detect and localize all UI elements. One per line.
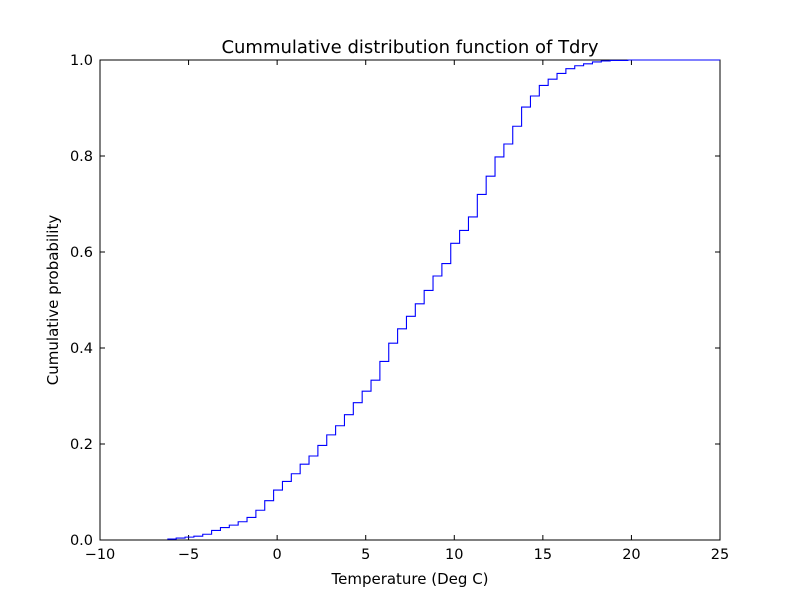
x-tick-label: −5: [178, 547, 199, 563]
y-tick-label: 0.8: [70, 149, 93, 165]
x-tick-label: 20: [622, 547, 640, 563]
x-tick-label: −10: [85, 547, 116, 563]
y-tick-label: 0.6: [70, 245, 93, 261]
y-axis-ticks: 0.0 0.2 0.4 0.6 0.8 1.0: [70, 53, 720, 549]
x-tick-label: 5: [361, 547, 370, 563]
x-tick-label: 25: [711, 547, 729, 563]
chart-title: Cummulative distribution function of Tdr…: [221, 37, 598, 58]
y-tick-label: 0.0: [70, 533, 93, 549]
y-tick-label: 0.4: [70, 341, 93, 357]
cdf-step-line: [167, 59, 720, 540]
y-axis-label: Cumulative probability: [44, 215, 62, 386]
x-axis-label: Temperature (Deg C): [330, 570, 488, 588]
x-axis-ticks: −10 −5 0 5 10 15 20 25: [85, 60, 729, 563]
x-tick-label: 0: [273, 547, 282, 563]
series-layer: [167, 59, 720, 540]
y-tick-label: 0.2: [70, 437, 93, 453]
x-tick-label: 10: [445, 547, 463, 563]
x-tick-label: 15: [534, 547, 552, 563]
y-tick-label: 1.0: [70, 53, 93, 69]
plot-area: [99, 59, 721, 541]
